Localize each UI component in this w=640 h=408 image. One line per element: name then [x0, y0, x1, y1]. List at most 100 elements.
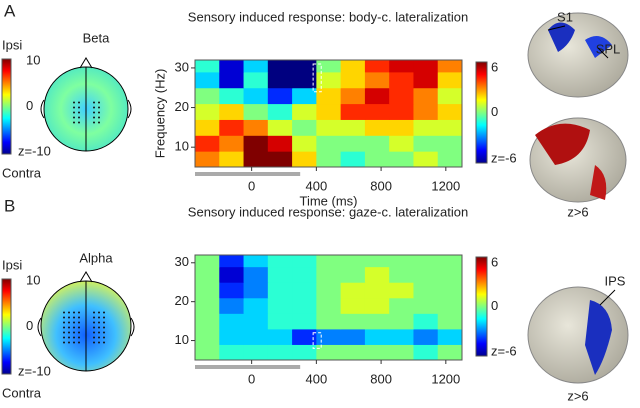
heatmap-cell — [292, 103, 317, 120]
heatmap-cell — [389, 135, 414, 152]
sensor-dot — [78, 326, 80, 329]
heatmap-cell — [243, 266, 269, 283]
topo-colorbar-label: 10 — [26, 272, 40, 287]
sensor-dot — [63, 336, 65, 339]
y-axis-label: Frequency (Hz) — [152, 69, 167, 159]
y-tick-label: 30 — [175, 59, 189, 74]
sensor-dot — [103, 336, 105, 339]
heatmap-cell — [413, 282, 439, 299]
sensor-dot — [98, 111, 100, 114]
x-axis-label: Time (ms) — [299, 193, 357, 208]
heatmap-cell — [267, 297, 293, 314]
heatmap-cell — [267, 71, 293, 89]
heatmap-cell — [292, 71, 317, 89]
heatmap-cell — [340, 87, 366, 105]
sensor-dot — [78, 341, 80, 344]
topo-colorbar-label: z=-10 — [18, 363, 51, 378]
x-tick-label: 400 — [306, 178, 328, 193]
sensor-dot — [98, 121, 100, 124]
sensor-dot — [93, 111, 95, 114]
sensor-dot — [73, 111, 75, 114]
heatmap-cell — [437, 87, 462, 105]
heatmap-cell — [389, 119, 414, 136]
topo-bottom-label: Contra — [2, 385, 42, 400]
sensor-dot — [78, 101, 80, 104]
heatmap-cell — [243, 87, 269, 105]
heatmap-cell — [364, 135, 390, 152]
heatmap-cell — [267, 266, 293, 283]
heatmap-cell — [340, 255, 366, 268]
heatmap-cell — [389, 87, 414, 105]
panel-letter: B — [4, 196, 15, 215]
heatmap-cell — [316, 151, 342, 167]
heatmap-cell — [437, 344, 462, 360]
colorbar-label: 6 — [491, 254, 498, 269]
heatmap-cell — [413, 151, 439, 167]
heatmap-cell — [195, 266, 220, 283]
heatmap-cell — [389, 255, 414, 268]
sensor-dot — [98, 311, 100, 314]
heatmap-cell — [437, 135, 462, 152]
y-tick-label: 20 — [175, 99, 189, 114]
brain-label: SPL — [596, 41, 621, 56]
heatmap-cell — [267, 60, 293, 73]
heatmap-cell — [195, 255, 220, 268]
heatmap-cell — [413, 60, 439, 73]
highlight-box — [312, 332, 322, 349]
sensor-dot — [98, 101, 100, 104]
heatmap-cell — [413, 297, 439, 314]
brain-render — [527, 12, 629, 384]
sensor-dot — [103, 311, 105, 314]
heatmap-cell — [437, 328, 462, 345]
heatmap-cell — [389, 103, 414, 120]
x-tick-label: 0 — [248, 371, 255, 386]
heatmap-cell — [364, 119, 390, 136]
heatmap-cell — [316, 135, 342, 152]
sensor-dot — [98, 326, 100, 329]
sensor-dot — [98, 106, 100, 109]
heatmap-cell — [389, 71, 414, 89]
heatmap-cell — [219, 297, 245, 314]
sensor-dot — [103, 321, 105, 324]
heatmap-cell — [195, 71, 220, 89]
heatmap-cell — [243, 328, 269, 345]
heatmap-cell — [243, 282, 269, 299]
sensor-dot — [73, 331, 75, 334]
heatmap-cell — [389, 344, 414, 360]
heatmap-cell — [364, 87, 390, 105]
sensor-dot — [98, 331, 100, 334]
sensor-dot — [73, 311, 75, 314]
sensor-dot — [103, 331, 105, 334]
heatmap-cell — [364, 313, 390, 330]
sensor-dot — [68, 336, 70, 339]
heatmap-cell — [195, 87, 220, 105]
heatmap-cell — [437, 266, 462, 283]
sensor-dot — [78, 316, 80, 319]
heatmap-cell — [267, 255, 293, 268]
heatmap-cell — [437, 60, 462, 73]
heatmap-cell — [292, 282, 317, 299]
heatmap-cell — [219, 344, 245, 360]
heatmap-cell — [437, 282, 462, 299]
heatmap-cell — [219, 71, 245, 89]
heatmap-cell — [316, 71, 342, 89]
heatmap-cell — [413, 71, 439, 89]
topo-top-label: Ipsi — [2, 37, 22, 52]
heatmap-cell — [267, 103, 293, 120]
x-tick-label: 1200 — [431, 371, 460, 386]
heatmap-cell — [316, 60, 342, 73]
heatmap-cell — [292, 87, 317, 105]
heatmap-cell — [389, 297, 414, 314]
heatmap-cell — [243, 60, 269, 73]
sensor-dot — [93, 101, 95, 104]
heatmap-cell — [413, 87, 439, 105]
heatmap-cell — [340, 103, 366, 120]
heatmap-cell — [292, 119, 317, 136]
heatmap-cell — [243, 255, 269, 268]
sensor-dot — [63, 326, 65, 329]
heatmap-cell — [413, 255, 439, 268]
topoplot — [37, 57, 135, 372]
sensor-dot — [73, 321, 75, 324]
heatmap-cell — [389, 328, 414, 345]
heatmap-cell — [292, 328, 317, 345]
